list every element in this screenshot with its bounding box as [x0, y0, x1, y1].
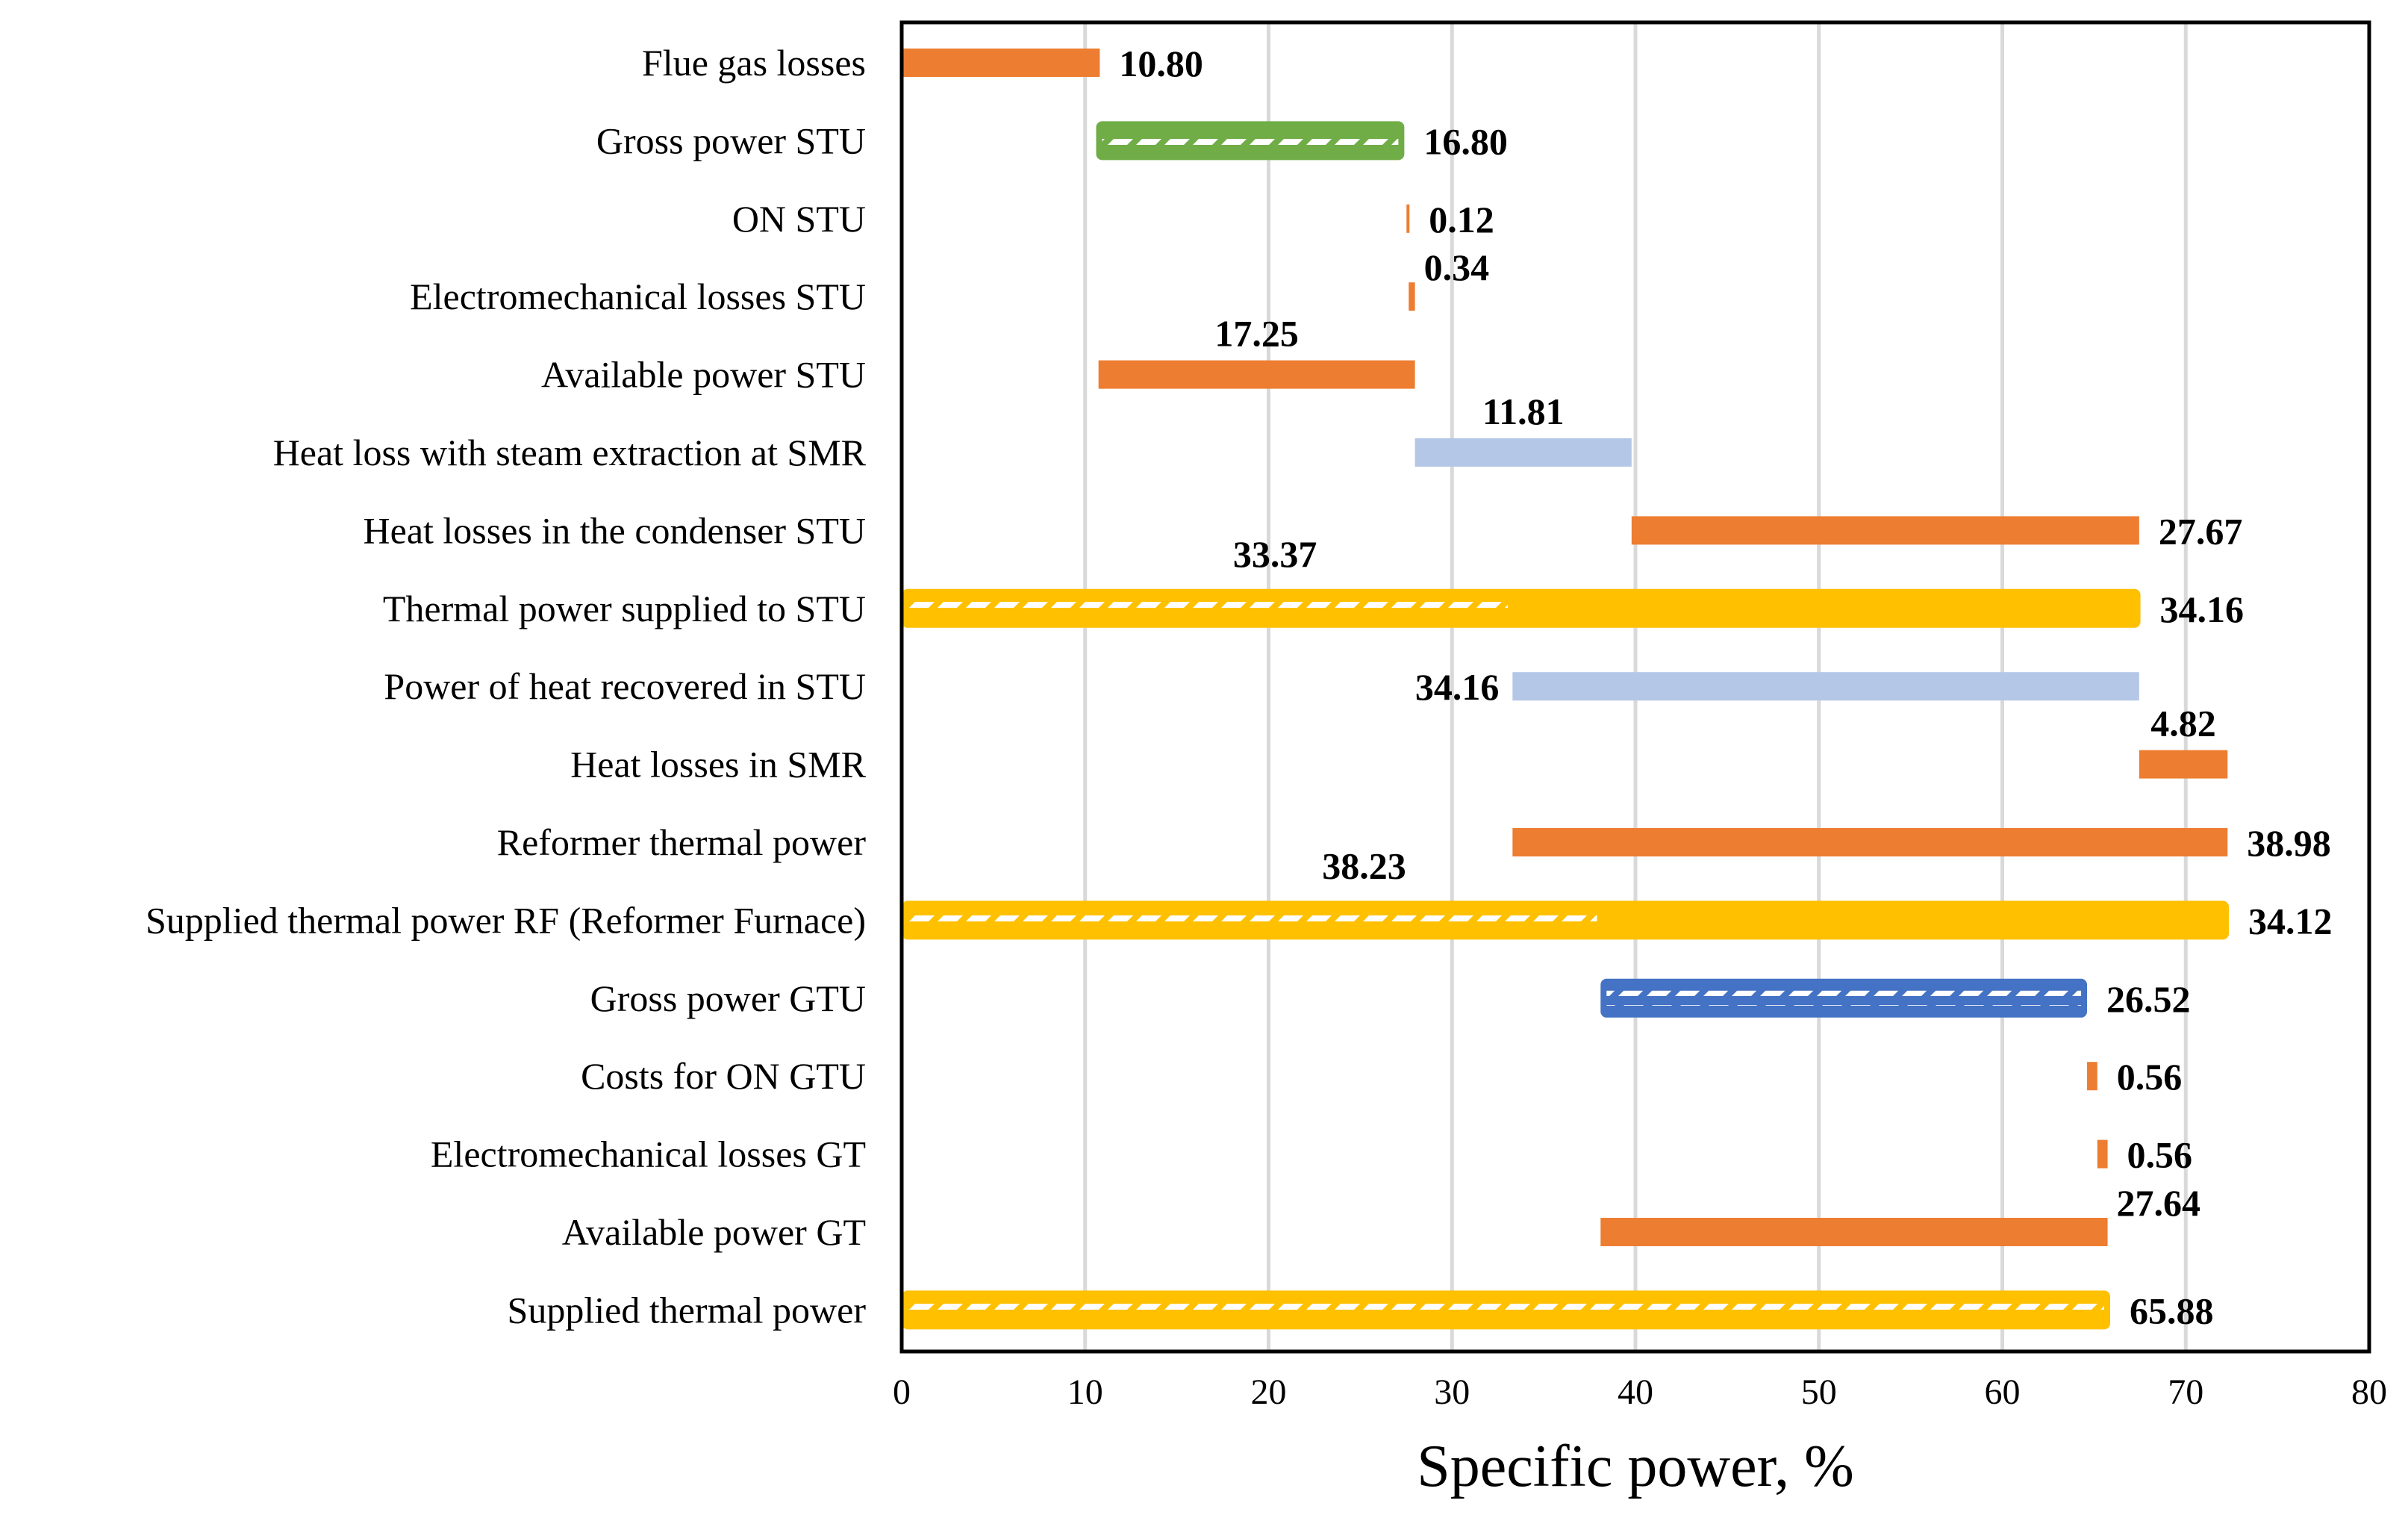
data-label: 4.82	[2150, 703, 2216, 744]
bar	[2139, 750, 2228, 779]
x-tick-label: 10	[1067, 1372, 1103, 1412]
plot-frame	[899, 20, 2371, 1354]
data-label: 34.12	[2248, 900, 2333, 942]
bar	[1631, 516, 2139, 545]
x-tick-label: 20	[1251, 1372, 1287, 1412]
data-label: 11.81	[1482, 391, 1565, 432]
x-tick-label: 50	[1801, 1372, 1837, 1412]
data-label: 38.98	[2247, 822, 2331, 864]
bar	[1512, 672, 2139, 701]
category-label: ON STU	[732, 198, 866, 240]
bar	[2097, 1139, 2108, 1169]
data-label: 65.88	[2130, 1290, 2214, 1331]
category-label: Gross power GTU	[590, 977, 866, 1019]
data-label: 0.12	[1429, 199, 1494, 240]
category-label: Gross power STU	[596, 119, 866, 161]
bar	[2087, 1062, 2097, 1091]
category-labels: Flue gas losses Gross power STU ON STU Elec…	[146, 42, 867, 1331]
bar-hatch	[1606, 990, 2082, 1006]
category-label: Supplied thermal power	[508, 1289, 867, 1331]
category-label: Flue gas losses	[642, 42, 866, 84]
category-label: Reformer thermal power	[497, 821, 867, 863]
data-label: 0.56	[2127, 1134, 2193, 1176]
x-tick-label: 0	[893, 1372, 911, 1412]
data-label: 17.25	[1214, 313, 1299, 355]
bar	[1098, 360, 1415, 389]
data-label: 0.34	[1424, 246, 1490, 288]
data-label: 27.64	[2117, 1182, 2201, 1224]
category-label: Available power GT	[562, 1211, 866, 1253]
bar	[1512, 828, 2228, 856]
category-label: Electromechanical losses GT	[431, 1133, 866, 1175]
bar	[1414, 438, 1632, 467]
bar-hatch	[908, 1302, 2105, 1318]
bar	[902, 588, 2141, 628]
data-label: 26.52	[2106, 978, 2191, 1020]
x-tick-label: 40	[1618, 1372, 1653, 1412]
bar	[1600, 1218, 2108, 1246]
bar	[902, 49, 1100, 77]
category-label: Power of heat recovered in STU	[384, 665, 866, 707]
data-label: 0.56	[2117, 1056, 2183, 1098]
category-label: Supplied thermal power RF (Reformer Furn…	[146, 899, 866, 941]
data-label: 33.37	[1233, 533, 1317, 575]
data-labels: 10.80 16.80 0.12 0.34 17.25 11.81 27.67 34.16 33…	[1119, 43, 2332, 1331]
data-label: 34.16	[2160, 588, 2245, 630]
x-tick-label: 30	[1434, 1372, 1470, 1412]
x-tick-labels: 0 10 20 30 40 50 60 70 80	[893, 1372, 2387, 1412]
data-label: 34.16	[1415, 666, 1500, 708]
x-tick-label: 80	[2351, 1372, 2387, 1412]
data-label: 38.23	[1322, 844, 1406, 886]
bar-hatch	[908, 912, 1597, 928]
bar	[1409, 282, 1415, 311]
x-tick-label: 70	[2168, 1372, 2203, 1412]
bar-hatch	[908, 600, 1509, 616]
category-label: Heat losses in the condenser STU	[364, 509, 866, 551]
bar	[1406, 204, 1410, 233]
data-label: 16.80	[1423, 120, 1508, 162]
data-label: 10.80	[1119, 43, 1203, 84]
category-label: Thermal power supplied to STU	[383, 588, 866, 629]
x-tick-label: 60	[1985, 1372, 2021, 1412]
category-label: Electromechanical losses STU	[410, 276, 866, 317]
category-label: Heat losses in SMR	[570, 744, 867, 786]
category-label: Available power STU	[541, 354, 866, 396]
x-axis-title: Specific power, %	[1417, 1434, 1853, 1499]
data-label: 27.67	[2159, 510, 2243, 552]
bar-hatch	[1102, 133, 1399, 149]
category-label: Costs for ON GTU	[581, 1055, 866, 1097]
bars	[902, 49, 2230, 1330]
category-label: Heat loss with steam extraction at SMR	[273, 432, 867, 473]
